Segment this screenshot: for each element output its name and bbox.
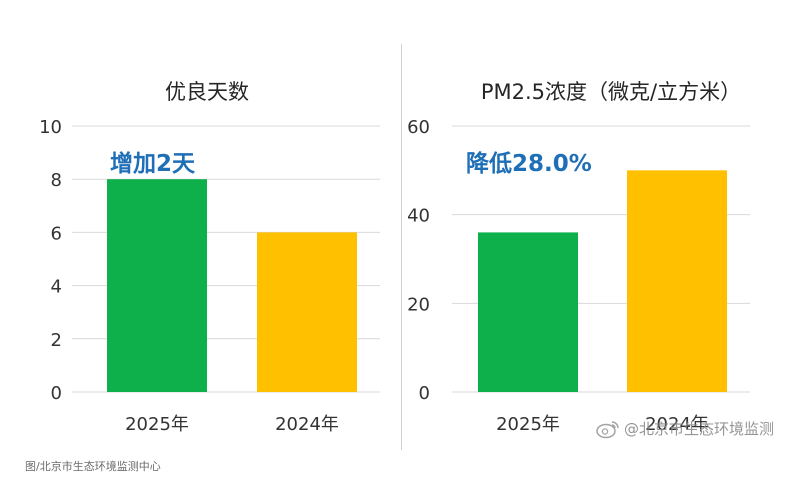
chart-annotation: 降低28.0% [466, 151, 592, 177]
weibo-icon [596, 420, 619, 438]
watermark-text: @北京市生态环境监测 [624, 420, 775, 438]
days-chart: 0 2 4 6 8 10 2025年 2024年 [39, 117, 380, 435]
source-caption: 图/北京市生态环境监测中心 [25, 460, 161, 473]
days-chart-panel: 优良天数 0 2 4 6 8 10 2025年 2024年 增加2天 [0, 0, 400, 460]
chart-annotation: 增加2天 [110, 151, 196, 177]
y-tick-label: 10 [39, 117, 62, 138]
x-tick-label: 2024年 [275, 414, 339, 435]
y-tick-label: 0 [419, 383, 430, 404]
y-tick-label: 8 [51, 170, 62, 191]
chart-title: 优良天数 [165, 80, 249, 104]
pm25-chart: 0 20 40 60 2025年 2024年 [407, 117, 750, 435]
panel-divider [401, 44, 402, 450]
chart-title: PM2.5浓度（微克/立方米） [480, 80, 742, 104]
pm25-chart-panel: PM2.5浓度（微克/立方米） 0 20 40 60 2025年 2024年 降低28.0… [400, 0, 800, 460]
weibo-watermark: @北京市生态环境监测 [596, 418, 774, 439]
y-tick-label: 40 [407, 206, 430, 227]
x-tick-label: 2025年 [496, 414, 560, 435]
y-tick-label: 20 [407, 294, 430, 315]
x-tick-label: 2024年 [645, 414, 709, 435]
bar [627, 170, 727, 392]
bar [107, 179, 207, 392]
y-tick-label: 0 [51, 383, 62, 404]
y-tick-label: 4 [51, 277, 62, 298]
y-tick-label: 2 [51, 330, 62, 351]
x-tick-label: 2025年 [125, 414, 189, 435]
y-tick-label: 6 [51, 223, 62, 244]
y-tick-label: 60 [407, 117, 430, 138]
bar [478, 232, 578, 392]
bar [257, 232, 357, 392]
